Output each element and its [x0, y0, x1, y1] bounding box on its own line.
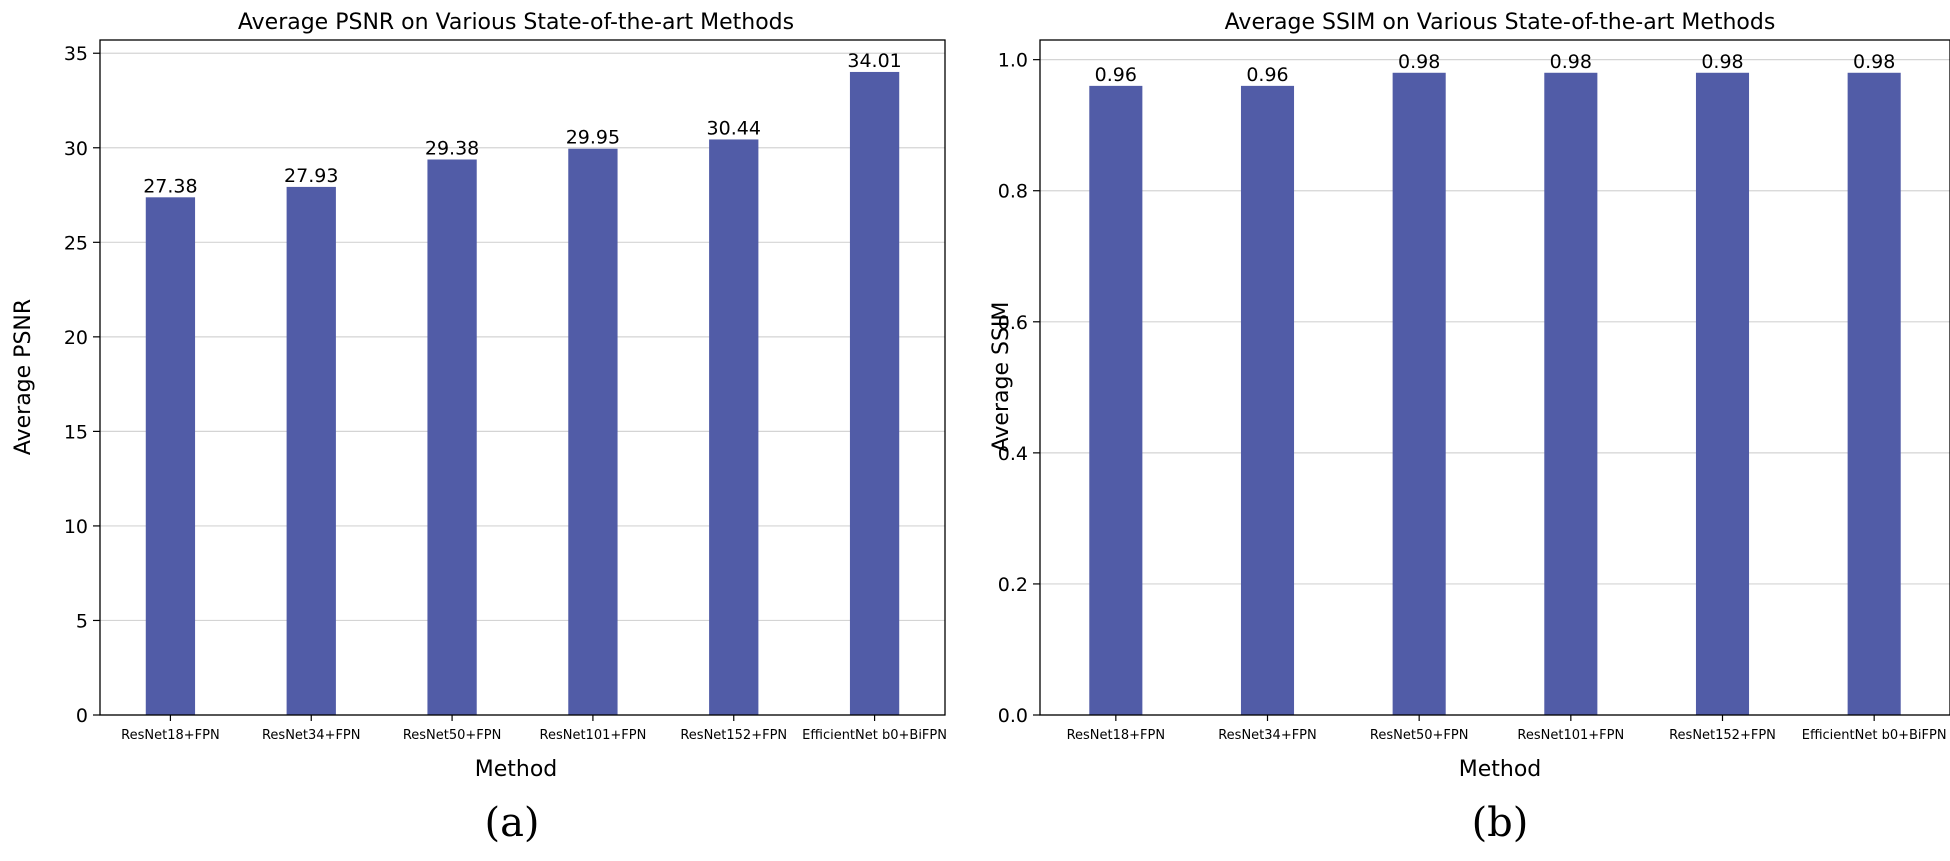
y-tick-label: 0.6: [998, 312, 1028, 334]
x-tick-label: EfficientNet b0+BiFPN: [1802, 728, 1947, 743]
ssim-chart-panel: Average SSIM on Various State-of-the-art…: [989, 10, 1950, 846]
bar-value-label: 29.95: [566, 127, 620, 149]
bar: [1089, 85, 1143, 716]
bar: [1392, 72, 1446, 716]
y-tick-label: 25: [64, 232, 88, 254]
y-tick-label: 30: [64, 138, 88, 160]
x-tick-label: ResNet50+FPN: [403, 728, 502, 743]
y-tick-label: 0.8: [998, 181, 1028, 203]
bar: [145, 197, 196, 716]
x-tick-label: ResNet18+FPN: [1067, 728, 1166, 743]
figure-caption: (b): [1472, 800, 1529, 846]
bar: [1544, 72, 1598, 716]
x-tick-label: ResNet18+FPN: [121, 728, 220, 743]
bar-value-label: 27.93: [284, 165, 338, 187]
bar-value-label: 29.38: [425, 137, 479, 159]
y-tick-label: 35: [64, 43, 88, 65]
x-tick-label: ResNet34+FPN: [1218, 728, 1317, 743]
bar: [709, 139, 759, 715]
y-axis-label: Average SSIM: [989, 302, 1014, 453]
y-axis-label: Average PSNR: [11, 299, 36, 455]
axes-frame: [99, 39, 946, 716]
figure-caption: (a): [484, 800, 539, 846]
y-tick-label: 15: [64, 421, 88, 443]
y-tick-label: 0.4: [998, 443, 1028, 465]
bar-value-label: 0.98: [1550, 51, 1592, 73]
x-tick-label: ResNet101+FPN: [540, 728, 647, 743]
chart-title: Average SSIM on Various State-of-the-art…: [1225, 10, 1776, 35]
psnr-chart-panel: Average PSNR on Various State-of-the-art…: [11, 10, 947, 846]
chart-title: Average PSNR on Various State-of-the-art…: [238, 10, 794, 35]
x-axis-label: Method: [1459, 757, 1542, 782]
bar: [1847, 72, 1901, 716]
bar-value-label: 0.98: [1701, 51, 1743, 73]
x-tick-label: ResNet152+FPN: [1669, 728, 1776, 743]
bar: [849, 71, 900, 715]
y-tick-label: 10: [64, 516, 88, 538]
y-tick-label: 0: [76, 705, 88, 727]
x-axis-label: Method: [475, 757, 558, 782]
y-tick-label: 0.0: [998, 705, 1028, 727]
bar: [286, 186, 336, 716]
y-tick-label: 1.0: [998, 50, 1028, 72]
bar-value-label: 34.01: [847, 50, 901, 72]
bar: [1695, 72, 1750, 716]
y-tick-label: 20: [64, 327, 88, 349]
axes-frame: [1039, 39, 1950, 716]
bar-value-label: 30.44: [707, 117, 761, 139]
bar-value-label: 0.96: [1246, 64, 1288, 86]
bar-value-label: 0.96: [1095, 64, 1137, 86]
bar-value-label: 0.98: [1398, 51, 1440, 73]
plot-area: 0.0 0.2 0.4 0.6 0.8 1.0 0.96 ResNet18+FPN 0.96 Re…: [998, 39, 1950, 743]
plot-area: 0 5 10 15 20 25 30 35 27.38 ResNet18+FPN 27.93 ResN…: [64, 39, 947, 743]
x-tick-label: ResNet101+FPN: [1517, 728, 1624, 743]
x-tick-label: EfficientNet b0+BiFPN: [802, 728, 947, 743]
bar-value-label: 27.38: [143, 175, 197, 197]
bar: [427, 159, 477, 716]
bar-value-label: 0.98: [1853, 51, 1895, 73]
y-tick-label: 5: [76, 610, 88, 632]
x-tick-label: ResNet34+FPN: [262, 728, 361, 743]
x-tick-label: ResNet152+FPN: [680, 728, 787, 743]
y-tick-label: 0.2: [998, 574, 1028, 596]
bar: [568, 148, 618, 715]
bar: [1240, 85, 1295, 716]
x-tick-label: ResNet50+FPN: [1370, 728, 1469, 743]
